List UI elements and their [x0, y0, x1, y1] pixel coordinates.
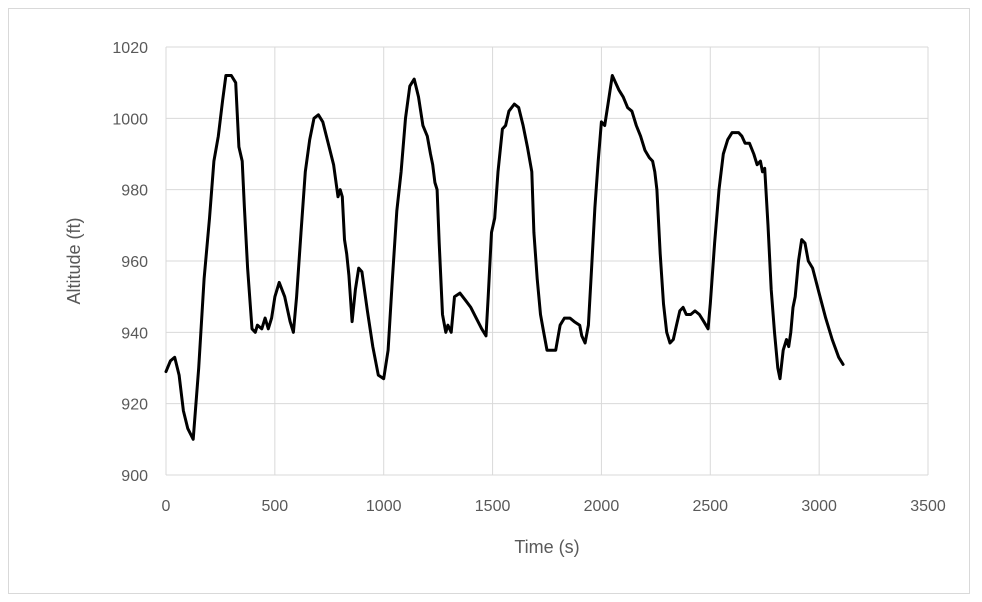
series-layer — [164, 74, 845, 441]
grid-lines — [165, 46, 929, 476]
y-tick-label: 900 — [121, 468, 148, 485]
y-tick-label: 940 — [121, 325, 148, 342]
x-axis-title: Time (s) — [514, 537, 579, 557]
series-line-1 — [164, 74, 845, 441]
y-tick-labels: 900 920 940 960 980 1000 1020 — [112, 40, 148, 485]
x-tick-label: 3000 — [801, 498, 837, 515]
y-tick-label: 980 — [121, 183, 148, 200]
x-tick-label: 1500 — [475, 498, 511, 515]
y-axis-title: Altitude (ft) — [64, 217, 84, 304]
y-tick-label: 920 — [121, 397, 148, 414]
x-tick-label: 0 — [162, 498, 171, 515]
y-tick-label: 1000 — [112, 111, 148, 128]
y-tick-label: 1020 — [112, 40, 148, 57]
x-tick-label: 2000 — [584, 498, 620, 515]
x-tick-label: 3500 — [910, 498, 946, 515]
x-tick-labels: 0 500 1000 1500 2000 2500 3000 3500 — [162, 498, 946, 515]
x-tick-label: 2500 — [692, 498, 728, 515]
x-tick-label: 500 — [262, 498, 289, 515]
x-tick-label: 1000 — [366, 498, 402, 515]
y-tick-label: 960 — [121, 254, 148, 271]
